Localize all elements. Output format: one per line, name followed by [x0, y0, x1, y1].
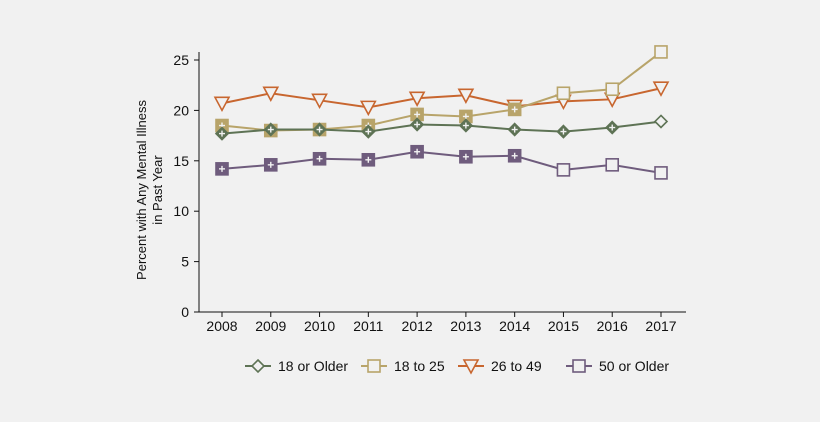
data-point [359, 100, 377, 117]
data-point [250, 358, 266, 374]
y-tick-label: 10 [173, 203, 189, 219]
legend-label: 18 to 25 [394, 358, 445, 374]
data-point [654, 166, 668, 180]
series-18-to-25 [215, 45, 668, 138]
x-tick-label: 2015 [548, 318, 579, 334]
series-line [221, 120, 662, 135]
y-axis-title: Percent with Any Mental Illnessin Past Y… [134, 100, 165, 280]
series-50-or-older [215, 144, 668, 180]
series-line [221, 51, 662, 132]
legend-item: 18 or Older [245, 358, 348, 374]
data-point [652, 81, 670, 97]
y-tick-label: 5 [181, 254, 189, 270]
data-point [556, 86, 571, 101]
legend-item: 18 to 25 [361, 358, 445, 374]
data-point [605, 82, 620, 97]
legend-label: 50 or Older [599, 358, 669, 374]
series-18-or-older [214, 114, 669, 141]
axes: 0 5 10 15 20 25 2008 2009 2010 2011 2012 2013 2014 20… [134, 52, 686, 334]
x-tick-label: 2008 [206, 318, 237, 334]
y-axis-title-line: Percent with Any Mental Illness [134, 100, 149, 280]
data-point [556, 163, 571, 177]
x-tick-label: 2017 [645, 318, 676, 334]
data-point [311, 93, 328, 110]
legend-label: 26 to 49 [491, 358, 542, 374]
y-tick-label: 25 [173, 52, 189, 68]
legend: 18 or Older 18 to 25 26 to 49 50 or Older [245, 358, 669, 375]
series-26-to-49 [213, 81, 670, 117]
x-tick-label: 2016 [597, 318, 628, 334]
data-point [262, 86, 280, 102]
data-point [457, 88, 475, 104]
y-axis-title-line: in Past Year [150, 155, 165, 225]
series-line [221, 87, 662, 109]
legend-label: 18 or Older [278, 358, 348, 374]
x-tick-label: 2014 [499, 318, 530, 334]
y-tick-label: 15 [173, 153, 189, 169]
data-point [572, 359, 586, 373]
series-line [221, 150, 662, 174]
data-point [213, 96, 231, 113]
legend-item: 26 to 49 [458, 358, 542, 375]
data-point [605, 158, 620, 172]
x-tick-label: 2010 [304, 318, 335, 334]
series-layer [213, 45, 670, 180]
data-point [408, 91, 426, 107]
data-point [367, 359, 381, 373]
data-point [462, 359, 480, 375]
y-tick-label: 20 [173, 102, 189, 118]
x-tick-label: 2009 [255, 318, 286, 334]
data-point [653, 114, 669, 129]
x-tick-label: 2012 [402, 318, 433, 334]
data-point [654, 45, 668, 59]
legend-item: 50 or Older [566, 358, 669, 374]
x-tick-label: 2011 [353, 318, 383, 334]
y-tick-label: 0 [181, 304, 189, 320]
x-tick-label: 2013 [450, 318, 481, 334]
